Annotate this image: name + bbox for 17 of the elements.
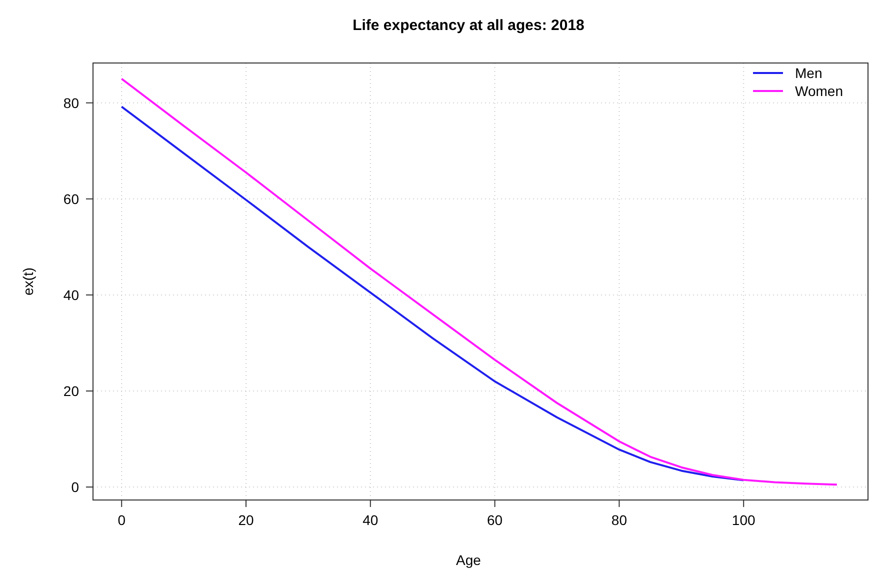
y-tick-label: 40 [63,286,80,303]
y-tick-label: 0 [71,479,80,496]
legend-label: Women [795,83,843,99]
line-series [120,106,745,482]
y-tick-label: 80 [63,94,80,111]
y-tick-label: 60 [63,190,80,207]
legend-label: Men [795,65,822,81]
y-tick-label: 20 [63,382,80,399]
x-tick-label: 80 [611,512,628,528]
y-axis-title: ex(t) [20,268,36,296]
x-tick-label: 100 [732,512,756,528]
x-tick-label: 0 [118,512,126,528]
x-tick-label: 60 [487,512,503,528]
x-tick-label: 20 [238,512,254,528]
x-axis-title: Age [456,552,482,568]
x-tick-label: 40 [362,512,378,528]
chart-title: Life expectancy at all ages: 2018 [352,17,584,34]
